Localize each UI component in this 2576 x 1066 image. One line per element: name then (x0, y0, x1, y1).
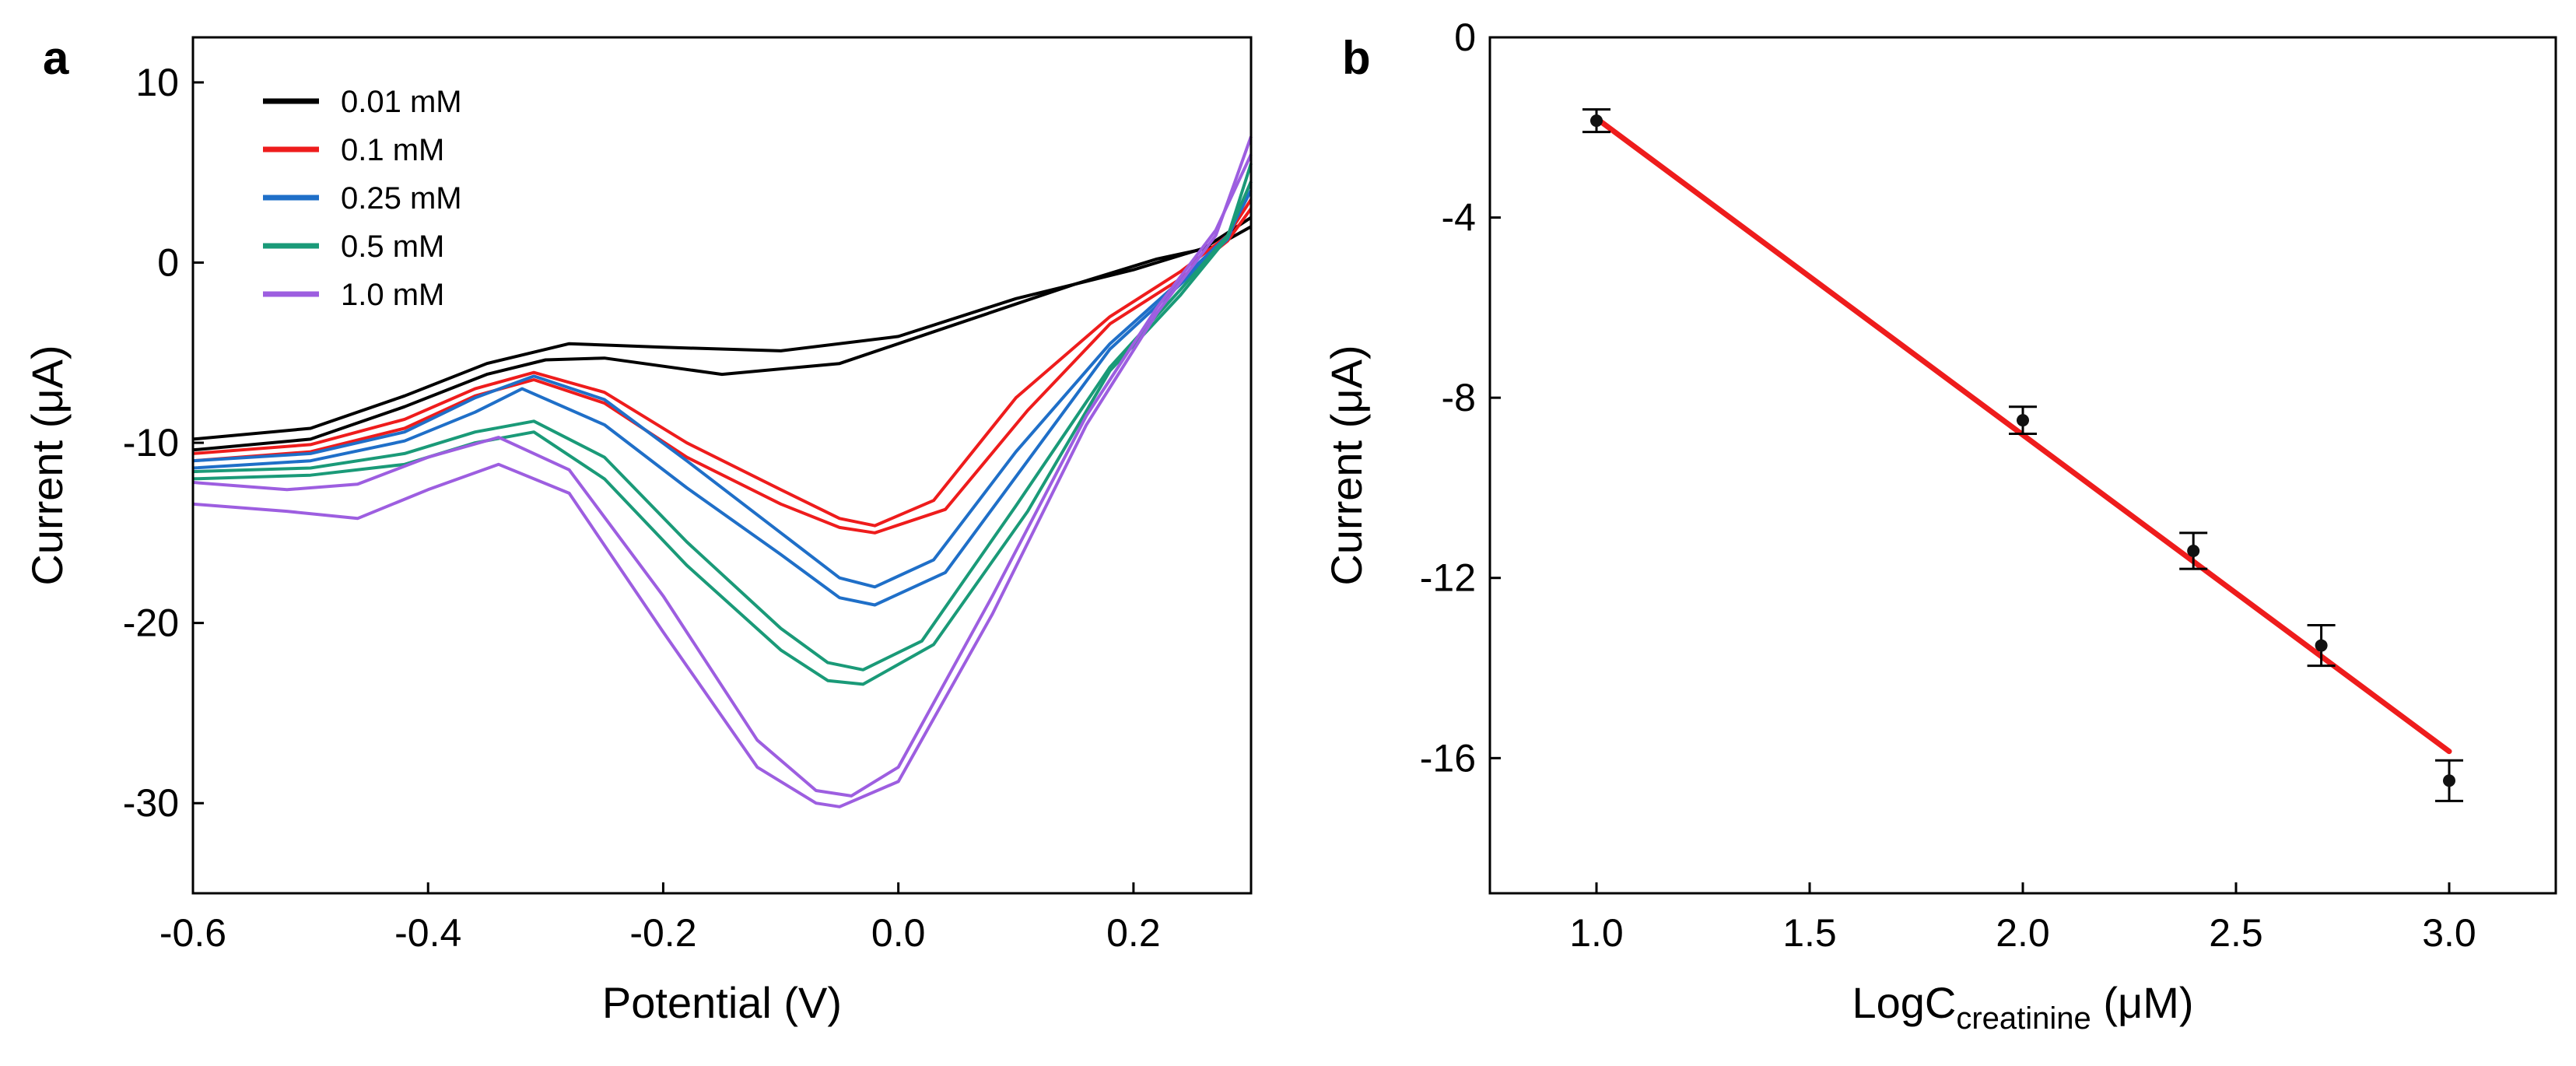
x-tick-label: -0.2 (629, 911, 696, 955)
panel-b-chart: b 1.0 1.5 2.0 2.5 3.0 0 -4 -8 -12 -16 LogCcreatin… (1322, 16, 2557, 1036)
data-point-with-error-bar (2435, 759, 2463, 802)
panel-b-letter: b (1342, 32, 1371, 84)
panel-b-y-axis-label: Current (μA) (1322, 345, 1371, 585)
panel-b-points (1582, 108, 2463, 802)
series-line (192, 207, 1253, 535)
x-tick-label: 1.5 (1782, 911, 1837, 955)
x-tick-label: 2.0 (1996, 911, 2050, 955)
y-tick-label: -20 (123, 601, 179, 645)
panel-b-ticks: 1.0 1.5 2.0 2.5 3.0 0 -4 -8 -12 -16 (1420, 16, 2476, 955)
x-tick-label: 2.5 (2209, 911, 2263, 955)
data-point (2187, 545, 2200, 557)
data-point (2017, 414, 2029, 427)
series-line (192, 153, 1253, 798)
panel-b-plot-frame (1488, 36, 2557, 895)
x-tick-label: 3.0 (2422, 911, 2476, 955)
series-line (192, 135, 1253, 808)
x-tick-label: 0.2 (1106, 911, 1161, 955)
series-line (192, 181, 1253, 607)
data-point (2443, 774, 2455, 787)
data-point-with-error-bar (1582, 108, 1610, 134)
series-line (192, 216, 1253, 441)
series-line (192, 189, 1253, 589)
panel-a-y-axis-label: Current (μA) (23, 345, 72, 585)
data-point (2315, 639, 2328, 652)
legend-label: 1.0 mM (341, 278, 444, 312)
x-tick-label: 1.0 (1569, 911, 1624, 955)
y-tick-label: -8 (1442, 376, 1476, 419)
data-point-with-error-bar (2179, 531, 2208, 570)
panel-a-ticks: -0.6 -0.4 -0.2 0.0 0.2 10 0 -10 -20 -30 (123, 61, 1161, 955)
panel-b-x-axis-label-subscript: creatinine (1956, 1001, 2091, 1036)
panel-a-chart: a -0.6 -0.4 -0.2 0.0 0.2 10 0 -10 -20 -30 0.01 mM… (23, 32, 1253, 1027)
panel-b-x-axis-label-unit: (μM) (2091, 978, 2194, 1027)
panel-b-x-axis-label-main: LogC (1852, 978, 1956, 1027)
y-tick-label: -4 (1442, 196, 1476, 240)
legend-label: 0.01 mM (341, 85, 462, 119)
x-tick-label: 0.0 (871, 911, 926, 955)
panel-a-legend: 0.01 mM 0.1 mM 0.25 mM 0.5 mM 1.0 mM (263, 85, 462, 312)
panel-a-x-axis-label: Potential (V) (602, 978, 842, 1027)
y-tick-label: -10 (123, 421, 179, 465)
panel-a-plot-frame (191, 36, 1253, 895)
legend-label: 0.25 mM (341, 181, 462, 216)
y-tick-label: -16 (1420, 736, 1476, 780)
series-line (192, 198, 1253, 528)
y-tick-label: -30 (123, 781, 179, 825)
panel-a-letter: a (43, 32, 69, 84)
data-point-with-error-bar (2009, 405, 2037, 435)
y-tick-label: 0 (157, 240, 179, 284)
data-point-with-error-bar (2307, 624, 2336, 668)
panel-a-series (192, 135, 1253, 808)
panel-b-x-axis-label: LogCcreatinine (μM) (1852, 978, 2193, 1036)
y-tick-label: 10 (135, 61, 179, 104)
legend-label: 0.5 mM (341, 230, 444, 264)
x-tick-label: -0.4 (394, 911, 461, 955)
y-tick-label: 0 (1454, 16, 1476, 59)
x-tick-label: -0.6 (159, 911, 226, 955)
y-tick-label: -12 (1420, 556, 1476, 600)
legend-label: 0.1 mM (341, 133, 444, 167)
data-point (1590, 114, 1603, 128)
series-line (192, 225, 1252, 452)
